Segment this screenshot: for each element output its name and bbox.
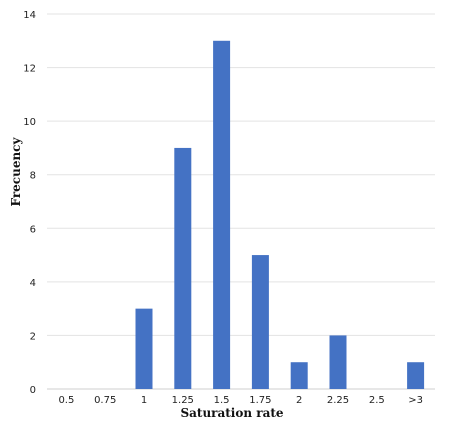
y-tick-label: 8 bbox=[30, 171, 36, 182]
y-axis-title: Frecuency bbox=[9, 137, 23, 207]
x-tick-label: >3 bbox=[408, 395, 423, 406]
bar bbox=[213, 40, 231, 390]
bar bbox=[407, 362, 425, 389]
gridlines bbox=[47, 13, 435, 390]
y-tick-label: 12 bbox=[23, 64, 36, 75]
y-tick-label: 0 bbox=[30, 385, 36, 396]
x-tick-labels: 0.5 0.75 1 1.25 1.5 1.75 2 2.25 2.5 >3 bbox=[58, 395, 423, 406]
bar bbox=[290, 362, 308, 389]
y-tick-label: 6 bbox=[30, 224, 36, 235]
x-tick-label: 1.75 bbox=[249, 395, 271, 406]
x-tick-label: 1.5 bbox=[214, 395, 230, 406]
x-tick-label: 2.5 bbox=[369, 395, 385, 406]
bars bbox=[135, 40, 425, 390]
bar bbox=[135, 308, 153, 389]
x-axis-title: Saturation rate bbox=[180, 406, 283, 420]
x-tick-label: 0.75 bbox=[94, 395, 116, 406]
bar bbox=[329, 335, 347, 389]
y-tick-label: 2 bbox=[30, 331, 36, 342]
y-tick-label: 4 bbox=[30, 278, 36, 289]
x-tick-label: 2 bbox=[296, 395, 302, 406]
bar bbox=[174, 147, 192, 389]
y-tick-label: 14 bbox=[23, 10, 36, 21]
y-tick-label: 10 bbox=[23, 117, 36, 128]
y-tick-labels: 0 2 4 6 8 10 12 14 bbox=[23, 10, 36, 396]
x-tick-label: 1.25 bbox=[172, 395, 194, 406]
x-tick-label: 0.5 bbox=[58, 395, 74, 406]
x-tick-label: 1 bbox=[141, 395, 147, 406]
x-tick-label: 2.25 bbox=[327, 395, 349, 406]
bar bbox=[251, 255, 269, 389]
